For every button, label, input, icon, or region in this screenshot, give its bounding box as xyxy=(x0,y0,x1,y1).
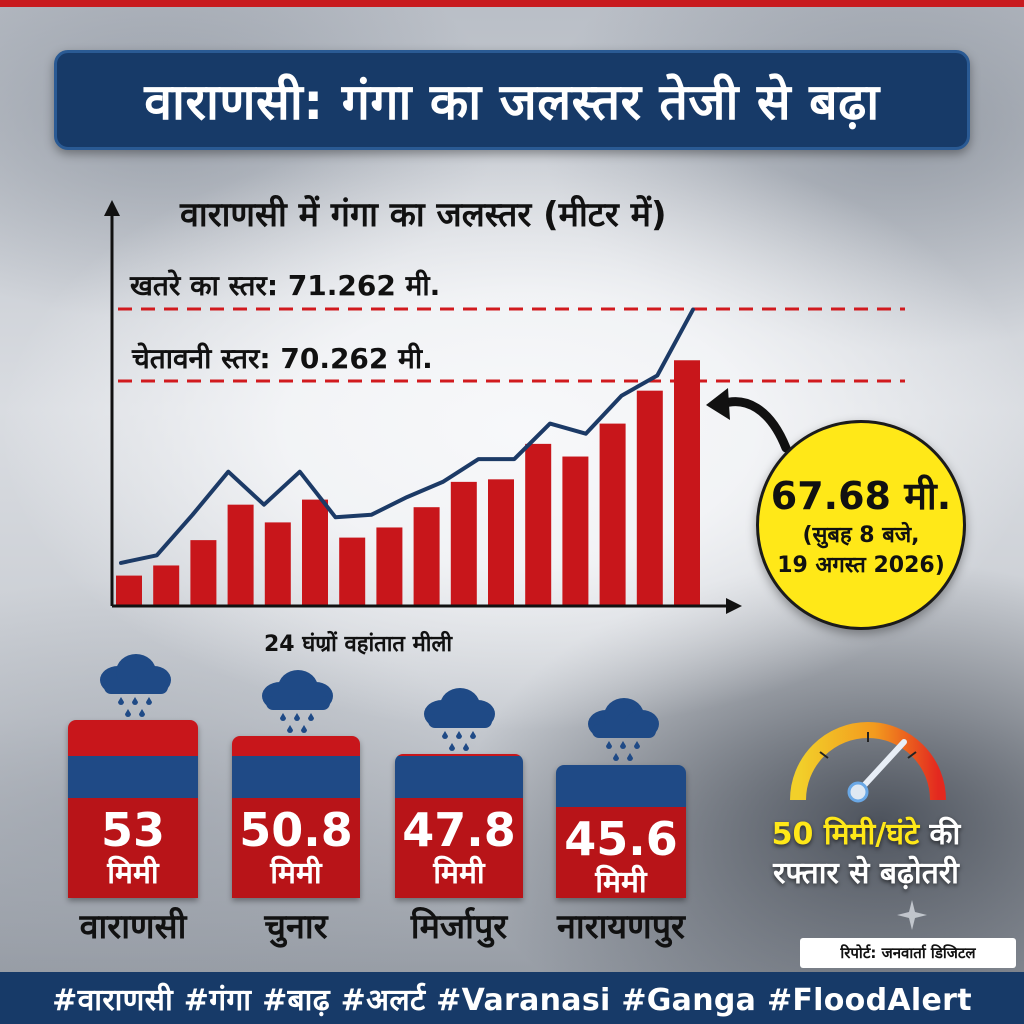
rate-of-rise-text: 50 मिमी/घंटे की रफ्तार से बढ़ोतरी xyxy=(748,815,984,893)
chart-title: वाराणसी में गंगा का जलस्तर (मीटर में) xyxy=(180,195,667,235)
hashtags: #वाराणसी #गंगा #बाढ़ #अलर्ट #Varanasi #G… xyxy=(52,982,972,1018)
rainfall-bar-top xyxy=(68,720,198,756)
bar-14 xyxy=(636,390,663,606)
rainfall-value: 50.8 xyxy=(239,802,353,857)
rainfall-bar-band xyxy=(395,756,523,798)
rainfall-bar: 45.6 मिमी xyxy=(556,765,686,898)
rainfall-bar-label: 53 मिमी xyxy=(68,798,198,898)
bar-7 xyxy=(376,527,403,606)
station-name: नारायणपुर xyxy=(557,907,685,947)
bar-6 xyxy=(339,537,366,606)
current-level-date: 19 अगस्त 2026) xyxy=(777,553,945,578)
rainfall-unit: मिमी xyxy=(107,855,159,891)
rainfall-bar-label: 47.8 मिमी xyxy=(395,798,523,898)
rain-cloud-icon xyxy=(588,698,659,761)
rainfall-bar-band xyxy=(556,765,686,807)
report-credit: रिपोर्ट: जनवार्ता डिजिटल xyxy=(800,938,1016,968)
current-level-value: 67.68 मी. xyxy=(770,474,952,519)
bar-0 xyxy=(116,575,142,606)
warning-level-label: चेतावनी स्तर: 70.262 मी. xyxy=(132,342,433,375)
rainfall-bar-band xyxy=(68,756,198,798)
title-banner: वाराणसी: गंगा का जलस्तर तेजी से बढ़ा xyxy=(54,50,970,150)
station-name: वाराणसी xyxy=(79,907,187,947)
bar-10 xyxy=(488,479,514,606)
rainfall-bar-label: 50.8 मिमी xyxy=(232,798,360,898)
bar-5 xyxy=(302,499,328,606)
rain-cloud-icon xyxy=(262,670,333,733)
rainfall-value: 45.6 xyxy=(564,811,678,866)
rainfall-bar-band xyxy=(232,756,360,798)
rainfall-unit: मिमी xyxy=(595,864,647,899)
rate-highlight: 50 मिमी/घंटे xyxy=(771,817,920,852)
gauge-icon xyxy=(790,722,946,803)
callout-arrow-icon xyxy=(717,397,791,453)
rainfall-value: 47.8 xyxy=(402,802,516,857)
rate-line2: रफ्तार से बढ़ोतरी xyxy=(773,856,959,891)
rain-cloud-icon xyxy=(424,688,495,751)
station-name: मिर्जापुर xyxy=(410,907,508,947)
rainfall-bar: 50.8 मिमी xyxy=(232,736,360,898)
rainfall-bar-label: 45.6 मिमी xyxy=(556,807,686,898)
hashtag-bar: #वाराणसी #गंगा #बाढ़ #अलर्ट #Varanasi #G… xyxy=(0,972,1024,1024)
rainfall-bar: 53 मिमी xyxy=(68,720,198,898)
top-accent-strip xyxy=(0,0,1024,7)
current-level-callout: 67.68 मी. (सुबह 8 बजे, 19 अगस्त 2026) xyxy=(756,420,966,630)
rainfall-value: 53 xyxy=(100,802,165,857)
bar-8 xyxy=(413,507,440,606)
y-axis-arrow-icon xyxy=(104,200,120,216)
bar-4 xyxy=(264,522,291,606)
rainfall-bar-top xyxy=(232,736,360,756)
current-level-time: (सुबह 8 बजे, xyxy=(802,523,920,549)
bar-12 xyxy=(562,456,589,606)
station-name: चुनार xyxy=(264,907,328,947)
sparkle-icon xyxy=(897,900,927,930)
bar-2 xyxy=(190,540,217,606)
rainfall-caption: 24 घंण्रों वहांतात मीली xyxy=(264,632,453,657)
danger-level-label: खतरे का स्तर: 71.262 मी. xyxy=(130,269,441,302)
rainfall-bar: 47.8 मिमी xyxy=(395,754,523,898)
page-title: वाराणसी: गंगा का जलस्तर तेजी से बढ़ा xyxy=(144,73,880,131)
rain-cloud-icon xyxy=(100,654,171,717)
rainfall-bar-top xyxy=(395,754,523,756)
water-level-line xyxy=(119,307,695,565)
callout-arrowhead-icon xyxy=(706,388,730,420)
bar-11 xyxy=(525,443,552,606)
rate-suffix: की xyxy=(919,817,961,852)
bar-9 xyxy=(450,481,477,606)
x-axis-arrow-icon xyxy=(726,598,742,614)
bar-15 xyxy=(674,360,700,606)
bar-1 xyxy=(153,565,180,606)
rainfall-unit: मिमी xyxy=(433,855,485,891)
rainfall-unit: मिमी xyxy=(270,855,322,891)
bar-13 xyxy=(599,423,626,606)
bar-3 xyxy=(227,504,254,606)
